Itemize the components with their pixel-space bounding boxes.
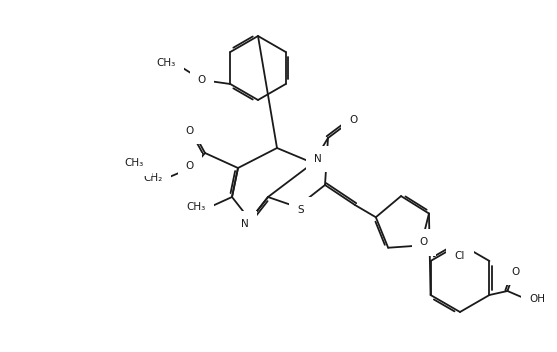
Text: S: S [297,205,304,215]
Text: N: N [314,154,322,164]
Text: CH₃: CH₃ [157,58,176,68]
Text: O: O [185,126,193,136]
Text: CH₃: CH₃ [187,202,206,212]
Text: O: O [420,238,428,247]
Text: O: O [349,115,357,125]
Text: CH₃: CH₃ [125,158,144,168]
Text: OH: OH [530,294,545,304]
Text: CH₂: CH₂ [144,173,163,183]
Text: O: O [198,75,206,85]
Text: O: O [511,267,520,277]
Text: O: O [186,161,194,171]
Text: Cl: Cl [455,251,465,261]
Text: N: N [241,219,249,229]
